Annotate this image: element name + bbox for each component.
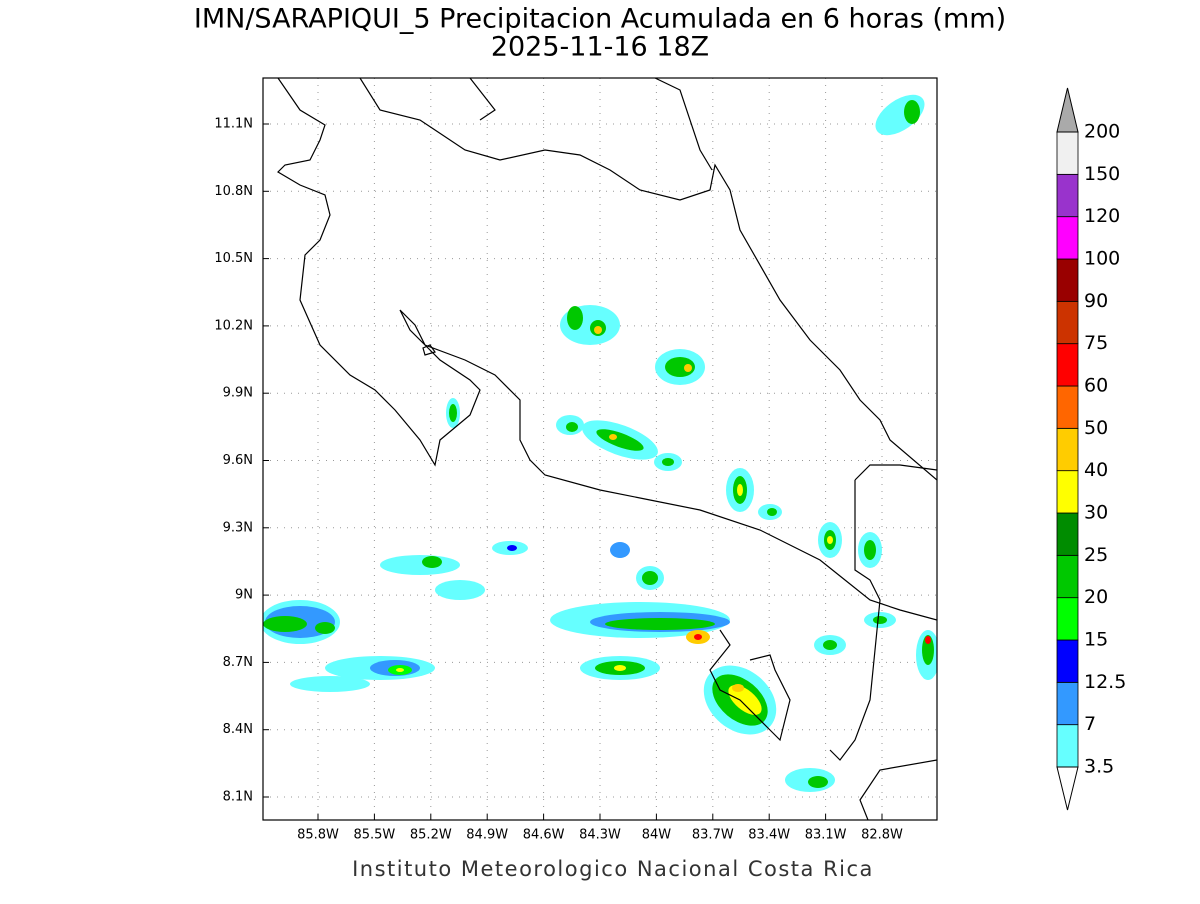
colorbar-box bbox=[1056, 131, 1079, 175]
grid bbox=[263, 78, 937, 820]
coastline bbox=[277, 78, 937, 820]
colorbar-box bbox=[1056, 597, 1079, 641]
colorbar-box bbox=[1056, 470, 1079, 514]
lat-label: 10.8N bbox=[214, 184, 253, 199]
colorbar-label: 150 bbox=[1084, 163, 1120, 185]
colorbar-label: 50 bbox=[1084, 417, 1108, 439]
title: IMN/SARAPIQUI_5 Precipitacion Acumulada … bbox=[194, 4, 1006, 35]
colorbar-box bbox=[1056, 512, 1079, 556]
lon-label: 84.9W bbox=[466, 828, 508, 843]
precip-blob bbox=[263, 94, 937, 792]
colorbar-box bbox=[1056, 724, 1079, 768]
colorbar-label: 100 bbox=[1084, 248, 1120, 270]
colorbar-box bbox=[1056, 427, 1079, 472]
colorbar-label: 120 bbox=[1084, 205, 1120, 227]
colorbar-label: 30 bbox=[1084, 502, 1108, 524]
lon-label: 83.7W bbox=[692, 828, 734, 843]
colorbar-label: 15 bbox=[1084, 629, 1108, 651]
colorbar-label: 90 bbox=[1084, 290, 1108, 312]
colorbar-label: 12.5 bbox=[1084, 671, 1126, 693]
subtitle: 2025-11-16 18Z bbox=[491, 32, 709, 63]
lat-label: 8.7N bbox=[223, 655, 253, 670]
colorbar-box bbox=[1056, 681, 1079, 726]
lat-label: 10.5N bbox=[214, 251, 253, 266]
colorbar-label: 200 bbox=[1084, 121, 1120, 143]
lon-label: 85.5W bbox=[353, 828, 395, 843]
footer: Instituto Meteorologico Nacional Costa R… bbox=[352, 857, 874, 881]
lon-label: 84.3W bbox=[579, 828, 621, 843]
colorbar-box bbox=[1056, 385, 1079, 429]
lat-label: 9N bbox=[235, 588, 253, 603]
colorbar-label: 20 bbox=[1084, 586, 1108, 608]
colorbar-box bbox=[1056, 300, 1079, 345]
colorbar-label: 25 bbox=[1084, 544, 1108, 566]
colorbar-box bbox=[1056, 258, 1079, 302]
lat-label: 10.2N bbox=[214, 318, 253, 333]
lat-label: 9.3N bbox=[223, 520, 253, 535]
lon-label: 84.6W bbox=[523, 828, 565, 843]
lat-label: 9.6N bbox=[223, 453, 253, 468]
lon-label: 83.1W bbox=[805, 828, 847, 843]
colorbar-label: 75 bbox=[1084, 332, 1108, 354]
lat-label: 8.1N bbox=[223, 790, 253, 805]
axis-labels: 11.1N 10.8N 10.5N 10.2N 9.9N 9.6N 9.3N 9N 8.7N 8.… bbox=[214, 117, 903, 843]
colorbar-box bbox=[1056, 639, 1079, 683]
colorbar-box bbox=[1056, 343, 1079, 387]
colorbar-under bbox=[1056, 766, 1079, 811]
precip-fields bbox=[263, 94, 937, 792]
colorbar-box bbox=[1056, 216, 1079, 260]
colorbar-label: 7 bbox=[1084, 713, 1096, 735]
colorbar: 3.5 7 12.5 15 20 25 30 40 50 60 75 90 100 120 150 200 bbox=[1056, 87, 1126, 811]
colorbar-label: 3.5 bbox=[1084, 756, 1114, 778]
lon-label: 85.2W bbox=[410, 828, 452, 843]
colorbar-label: 60 bbox=[1084, 375, 1108, 397]
lat-label: 11.1N bbox=[214, 117, 253, 132]
lon-label: 83.4W bbox=[748, 828, 790, 843]
lat-label: 8.4N bbox=[223, 722, 253, 737]
colorbar-box bbox=[1056, 173, 1079, 218]
lat-label: 9.9N bbox=[223, 386, 253, 401]
lon-label: 85.8W bbox=[297, 828, 339, 843]
colorbar-over bbox=[1056, 87, 1079, 133]
colorbar-box bbox=[1056, 554, 1079, 599]
lon-label: 84W bbox=[642, 828, 672, 843]
lon-label: 82.8W bbox=[861, 828, 903, 843]
colorbar-label: 40 bbox=[1084, 459, 1108, 481]
